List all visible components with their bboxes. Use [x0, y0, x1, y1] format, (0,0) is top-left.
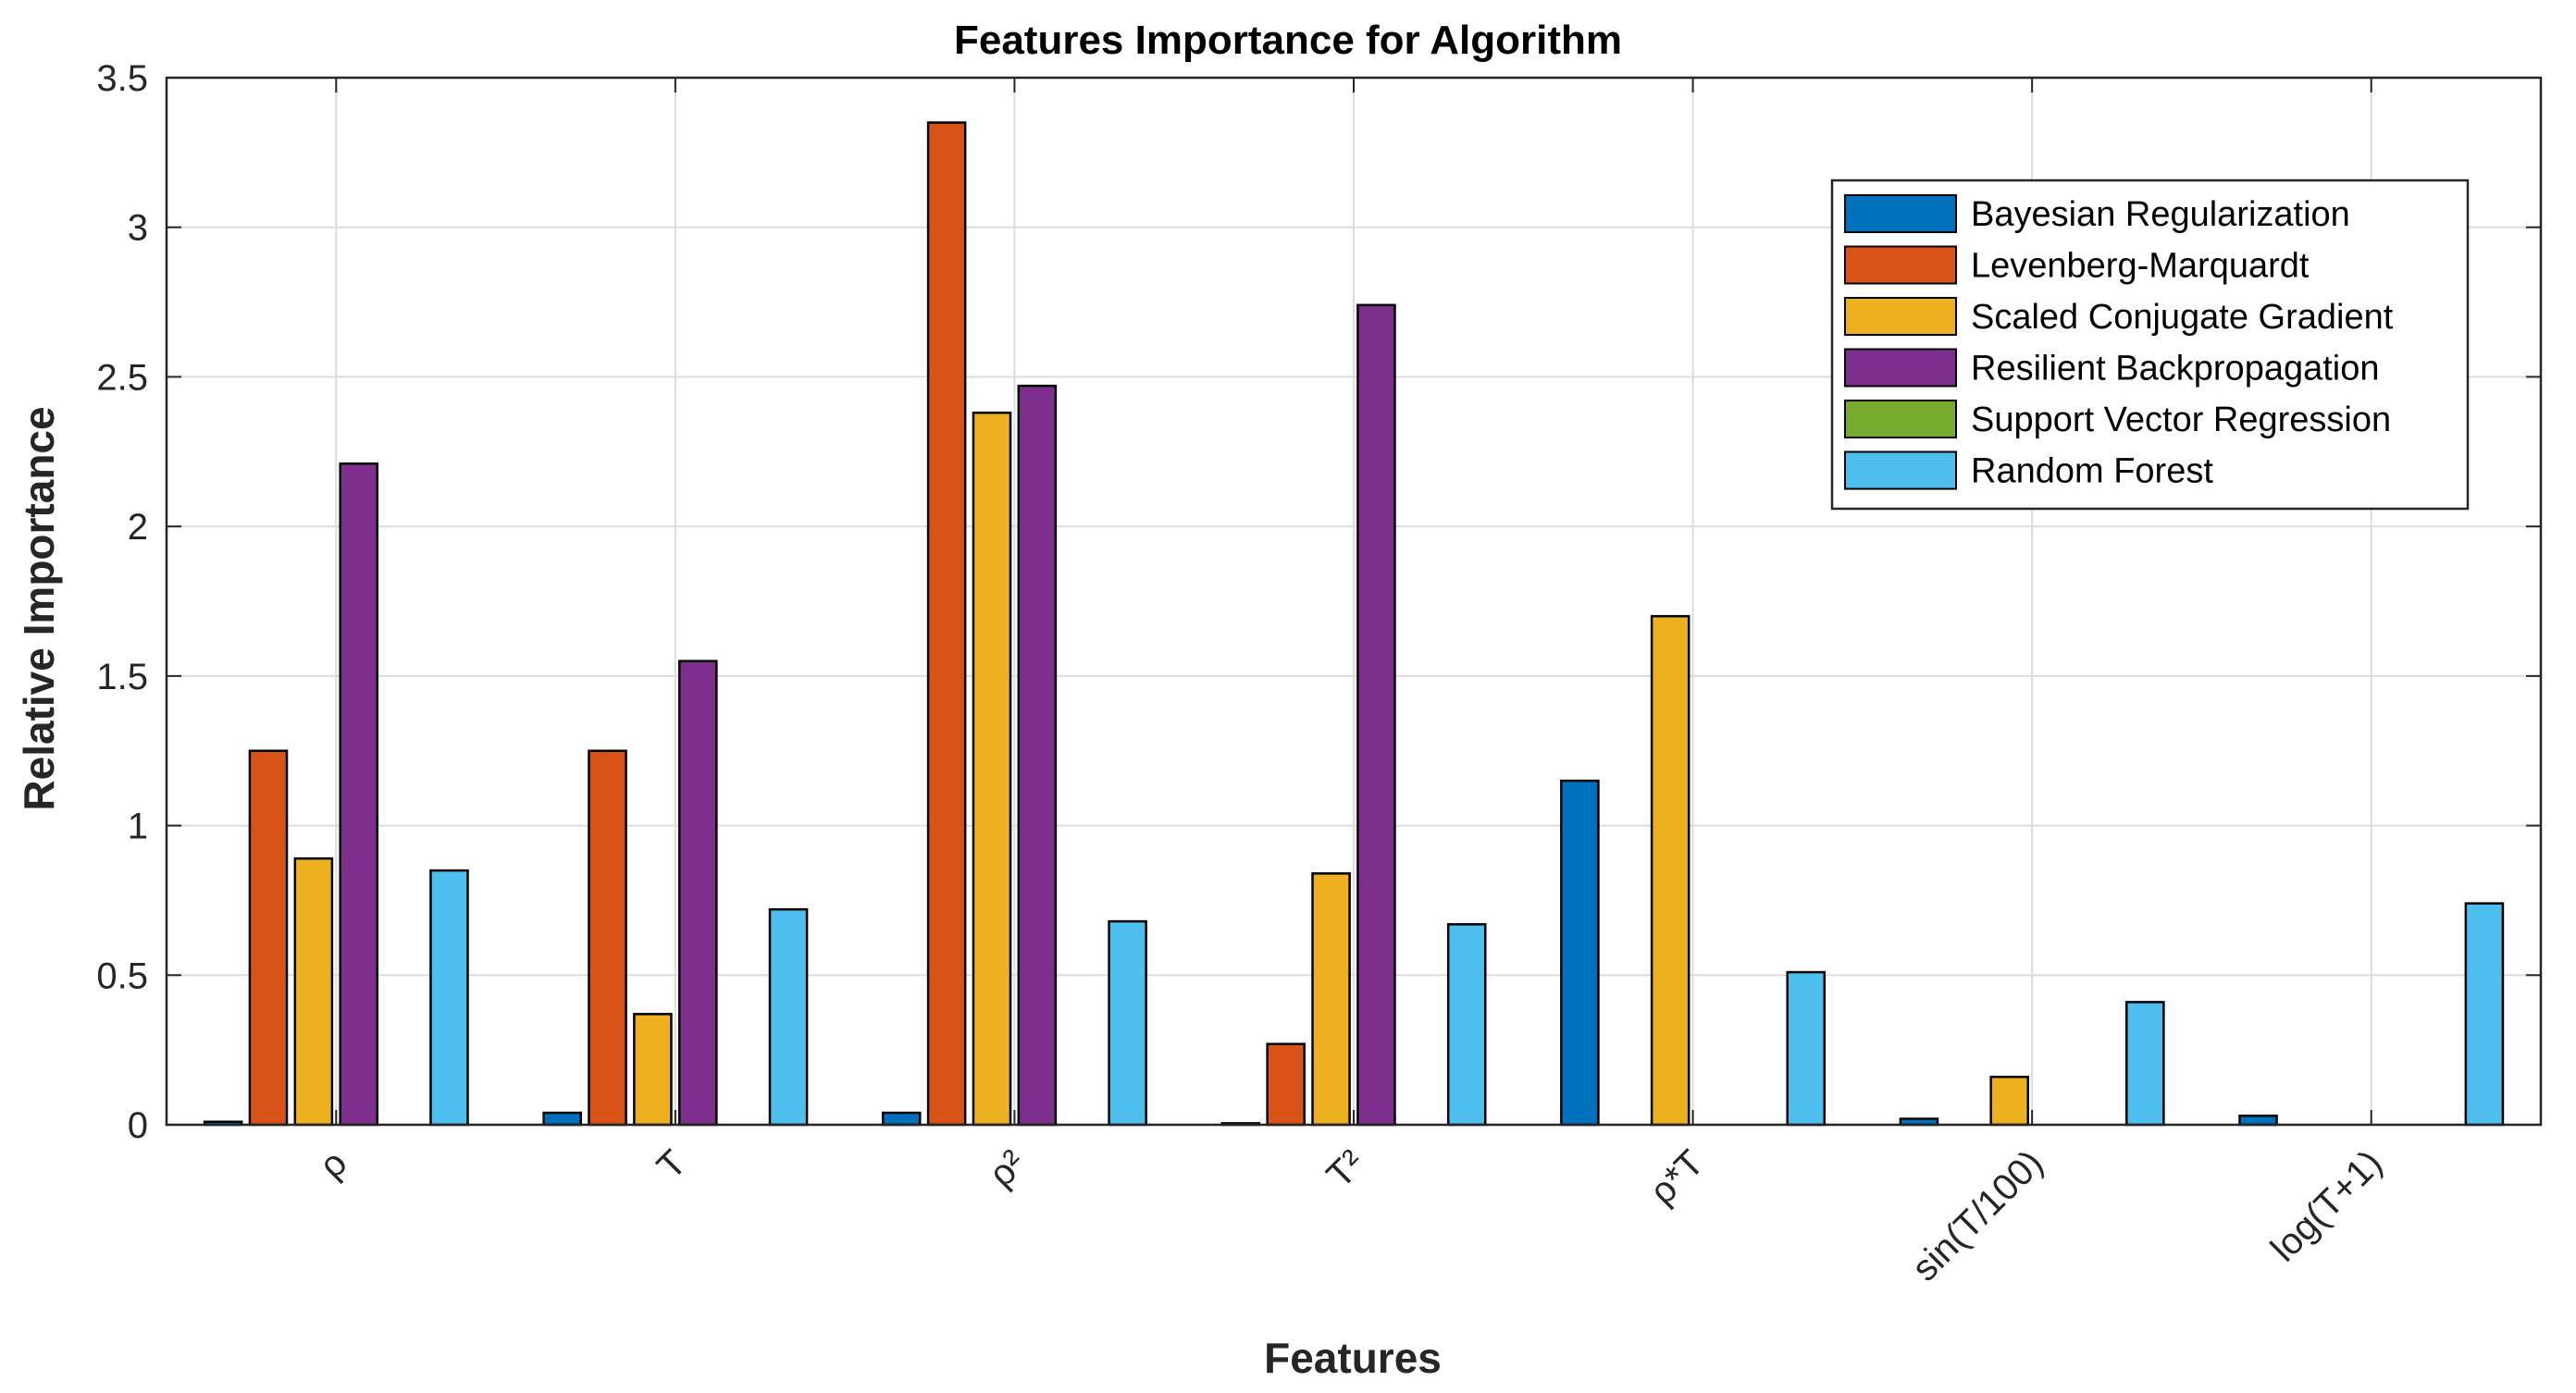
legend-label: Bayesian Regularization — [1971, 195, 2350, 234]
y-tick-label: 0 — [128, 1105, 148, 1146]
legend-label: Levenberg-Marquardt — [1971, 247, 2310, 286]
bar — [881, 1111, 922, 1127]
bar — [2125, 1001, 2165, 1127]
bar — [588, 749, 627, 1127]
bar — [429, 869, 469, 1127]
bar — [1356, 303, 1396, 1127]
bar — [1650, 614, 1690, 1127]
legend-swatch — [1844, 400, 1957, 438]
bar — [1989, 1076, 2029, 1127]
y-tick-label: 3 — [128, 208, 148, 249]
y-tick-label: 0.5 — [96, 955, 148, 996]
bar — [633, 1013, 673, 1127]
bar — [293, 857, 334, 1127]
axes — [165, 76, 2543, 1127]
legend-label: Resilient Backpropagation — [1971, 350, 2380, 388]
grid — [167, 78, 2541, 1125]
bar — [1017, 384, 1058, 1127]
y-tick-label: 2 — [128, 507, 148, 548]
bar — [2464, 902, 2505, 1127]
legend-label: Support Vector Regression — [1971, 401, 2391, 439]
y-axis-label: Relative Importance — [15, 406, 63, 810]
x-axis-label: Features — [1264, 1334, 1442, 1382]
legend: Bayesian Regularization Levenberg-Marquar… — [1830, 179, 2470, 511]
bar — [768, 907, 809, 1127]
legend-swatch — [1844, 450, 1957, 490]
y-tick-label: 3.5 — [96, 58, 148, 99]
bar — [1560, 779, 1600, 1127]
bars — [203, 121, 2505, 1127]
y-tick-label: 2.5 — [96, 357, 148, 398]
y-tick-label: 1.5 — [96, 657, 148, 697]
bar — [1108, 919, 1147, 1127]
bar — [1786, 970, 1827, 1127]
bar — [2238, 1115, 2278, 1127]
bar — [678, 660, 718, 1127]
bar — [1266, 1042, 1306, 1127]
bar — [1311, 872, 1351, 1127]
bar — [972, 411, 1012, 1127]
legend-swatch — [1844, 245, 1957, 285]
legend-swatch — [1844, 194, 1957, 233]
bar — [1446, 923, 1487, 1127]
legend-label: Scaled Conjugate Gradient — [1971, 298, 2394, 337]
bar — [339, 462, 379, 1127]
plot-frame — [165, 76, 2543, 1127]
bar — [248, 749, 289, 1127]
bar — [542, 1111, 582, 1127]
legend-swatch — [1844, 348, 1957, 388]
chart-title: Features Importance for Algorithm — [954, 18, 1622, 63]
legend-label: Random Forest — [1971, 452, 2213, 491]
y-tick-label: 1 — [128, 807, 148, 847]
legend-swatch — [1844, 297, 1957, 336]
bar — [926, 121, 967, 1127]
